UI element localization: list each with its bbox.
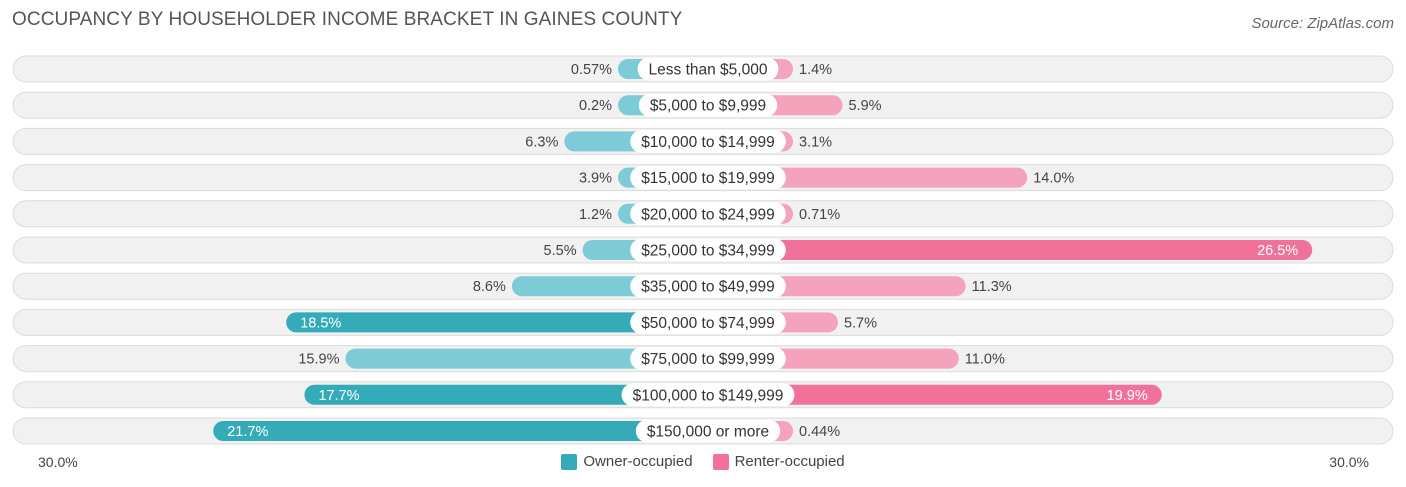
owner-value-label: 6.3% [525,134,558,150]
owner-bar [345,348,708,369]
renter-value-label: 19.9% [1107,388,1148,404]
owner-value-label: 3.9% [579,171,612,187]
legend-label-renter: Renter-occupied [734,453,845,470]
renter-value-label: 14.0% [1033,171,1074,187]
category-label: $15,000 to $19,999 [641,170,775,187]
renter-value-label: 11.0% [965,352,1005,368]
renter-value-label: 5.7% [844,315,877,331]
legend-swatch-renter [712,453,729,470]
owner-value-label: 8.6% [473,279,506,295]
chart-plot: Less than $5,000 0.57% 1.4% $5,000 to $9,99… [12,55,1394,445]
category-label: Less than $5,000 [649,62,768,79]
category-pill [630,274,786,298]
owner-bar [286,312,708,333]
renter-bar [708,167,1028,188]
category-pill [630,166,786,190]
owner-value-label: 17.7% [318,388,359,404]
owner-value-label: 1.2% [579,207,612,223]
category-label: $5,000 to $9,999 [650,98,766,115]
chart-title: OCCUPANCY BY HOUSEHOLDER INCOME BRACKET … [12,9,683,30]
category-pill [630,347,786,371]
category-pill [621,383,795,407]
axis-label-left: 30.0% [38,454,78,470]
axis-label-right: 30.0% [1329,454,1369,470]
legend-item-owner: Owner-occupied [561,453,693,470]
renter-bar [708,384,1162,405]
category-label: $20,000 to $24,999 [641,206,775,223]
owner-value-label: 21.7% [227,424,268,440]
renter-value-label: 11.3% [972,279,1012,295]
category-pill [637,57,779,81]
category-pill [630,129,786,153]
legend: Owner-occupied Renter-occupied [0,453,1406,470]
renter-value-label: 3.1% [799,134,832,150]
legend-swatch-owner [561,453,578,470]
owner-value-label: 0.2% [579,98,612,114]
owner-value-label: 18.5% [300,315,341,331]
renter-value-label: 0.44% [799,424,840,440]
category-label: $75,000 to $99,999 [641,351,775,368]
category-pill [638,93,778,117]
source-label: Source: ZipAtlas.com [1251,15,1394,32]
renter-bar [708,240,1313,260]
category-pill [630,310,786,334]
renter-value-label: 5.9% [849,98,882,114]
category-label: $10,000 to $14,999 [641,134,775,151]
category-label: $50,000 to $74,999 [641,315,775,332]
category-pill [635,419,781,443]
category-pill [630,238,786,262]
category-label: $35,000 to $49,999 [641,279,775,296]
legend-item-renter: Renter-occupied [712,453,845,470]
category-label: $25,000 to $34,999 [641,243,775,260]
owner-value-label: 5.5% [544,243,577,259]
category-label: $100,000 to $149,999 [633,387,784,404]
category-pill [630,202,786,226]
owner-bar [213,421,709,441]
renter-value-label: 1.4% [799,62,832,78]
owner-bar [304,384,708,405]
legend-label-owner: Owner-occupied [583,453,693,470]
category-label: $150,000 or more [647,424,769,441]
owner-value-label: 0.57% [571,62,612,78]
renter-value-label: 26.5% [1257,243,1298,259]
owner-value-label: 15.9% [298,352,339,368]
renter-value-label: 0.71% [799,207,840,223]
